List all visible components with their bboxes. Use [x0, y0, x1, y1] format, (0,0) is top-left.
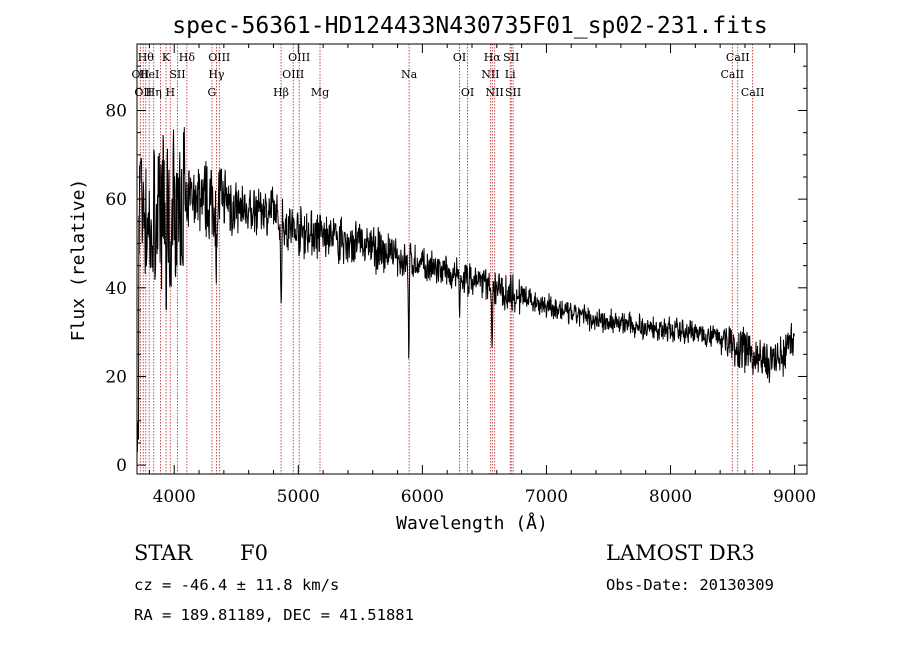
line-label-21: Hα: [484, 51, 502, 64]
spectrum-line: [136, 127, 795, 452]
line-label-6: K: [162, 51, 171, 64]
line-label-10: G: [208, 86, 217, 99]
y-axis-label: Flux (relative): [68, 179, 89, 342]
spectral-line-markers: [139, 44, 754, 474]
line-label-9: Hδ: [179, 51, 196, 64]
survey-name: LAMOST DR3: [606, 541, 755, 565]
x-tick-label-0: 4000: [153, 487, 196, 507]
x-axis-label: Wavelength (Å): [396, 512, 548, 534]
line-label-15: OIII: [288, 51, 310, 64]
spectral-line-labels: OII OII Hθ HeI Hη K H SII Hδ G Hγ OIII Hβ OIII OIII Mg N…: [131, 51, 764, 99]
line-label-0: OII: [131, 68, 149, 81]
x-tick-label-4: 8000: [649, 487, 692, 507]
line-label-20: NII: [481, 68, 499, 81]
y-tick-label-3: 60: [105, 190, 127, 210]
plot-frame: [136, 43, 808, 475]
line-label-14: OIII: [282, 68, 304, 81]
line-label-4: Hη: [146, 86, 162, 99]
line-label-28: CaII: [741, 86, 765, 99]
y-tick-label-1: 20: [105, 367, 127, 387]
line-label-18: OI: [453, 51, 466, 64]
line-label-26: CaII: [720, 68, 744, 81]
line-label-19: OI: [461, 86, 474, 99]
y-axis-ticks: 0 20 40 60 80: [105, 65, 807, 476]
x-tick-label-1: 5000: [277, 487, 320, 507]
y-tick-label-0: 0: [116, 456, 127, 476]
redshift-cz: cz = -46.4 ± 11.8 km/s: [134, 576, 339, 594]
line-label-8: SII: [169, 68, 185, 81]
line-label-17: Na: [401, 68, 418, 81]
spectral-subclass: F0: [240, 541, 268, 565]
line-label-16: Mg: [311, 86, 329, 99]
line-label-24: SII: [503, 51, 519, 64]
y-tick-label-4: 80: [105, 101, 127, 121]
object-class: STAR: [134, 541, 193, 565]
line-label-7: H: [165, 86, 175, 99]
line-label-27: CaII: [726, 51, 750, 64]
observation-date: Obs-Date: 20130309: [606, 576, 774, 594]
line-label-11: Hγ: [208, 68, 225, 81]
x-tick-label-3: 7000: [525, 487, 568, 507]
x-tick-label-5: 9000: [773, 487, 816, 507]
x-axis-ticks: 4000 5000 6000 7000 8000 9000: [148, 44, 816, 507]
spectrum-series: [136, 127, 795, 452]
coordinates: RA = 189.81189, DEC = 41.51881: [134, 606, 414, 624]
chart-title: spec-56361-HD124433N430735F01_sp02-231.f…: [172, 13, 767, 39]
line-label-23: Li: [505, 68, 516, 81]
x-tick-label-2: 6000: [401, 487, 444, 507]
line-label-1: OII: [134, 86, 152, 99]
line-label-12: OIII: [208, 51, 230, 64]
line-label-22: NII: [486, 86, 504, 99]
line-label-13: Hβ: [273, 86, 289, 99]
line-label-25: SII: [505, 86, 521, 99]
line-label-2: Hθ: [138, 51, 155, 64]
y-tick-label-2: 40: [105, 279, 127, 299]
line-label-3: HeI: [139, 68, 159, 81]
